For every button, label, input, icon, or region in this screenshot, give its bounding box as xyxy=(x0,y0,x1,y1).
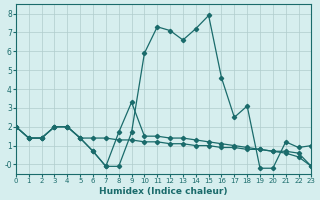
X-axis label: Humidex (Indice chaleur): Humidex (Indice chaleur) xyxy=(100,187,228,196)
